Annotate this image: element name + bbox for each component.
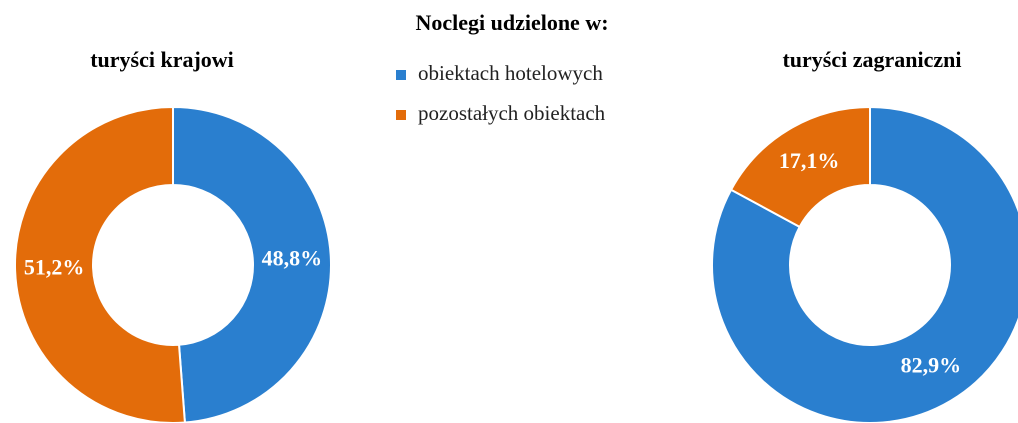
value-label: 82,9% <box>901 352 962 377</box>
donut-slice <box>172 105 332 423</box>
value-label: 48,8% <box>262 246 323 271</box>
value-label: 17,1% <box>779 148 840 173</box>
legend-label: pozostałych obiektach <box>418 101 606 125</box>
chart-title: turyści zagraniczni <box>782 47 961 72</box>
legend-swatch <box>396 110 406 120</box>
legend-label: obiektach hotelowych <box>418 61 603 85</box>
value-label: 51,2% <box>24 255 85 280</box>
legend-title: Noclegi udzielone w: <box>415 10 608 35</box>
legend-swatch <box>396 70 406 80</box>
donut-slice <box>14 105 186 423</box>
donut-slice <box>729 105 871 229</box>
chart-title: turyści krajowi <box>90 47 234 72</box>
donut-slice <box>711 105 1018 423</box>
